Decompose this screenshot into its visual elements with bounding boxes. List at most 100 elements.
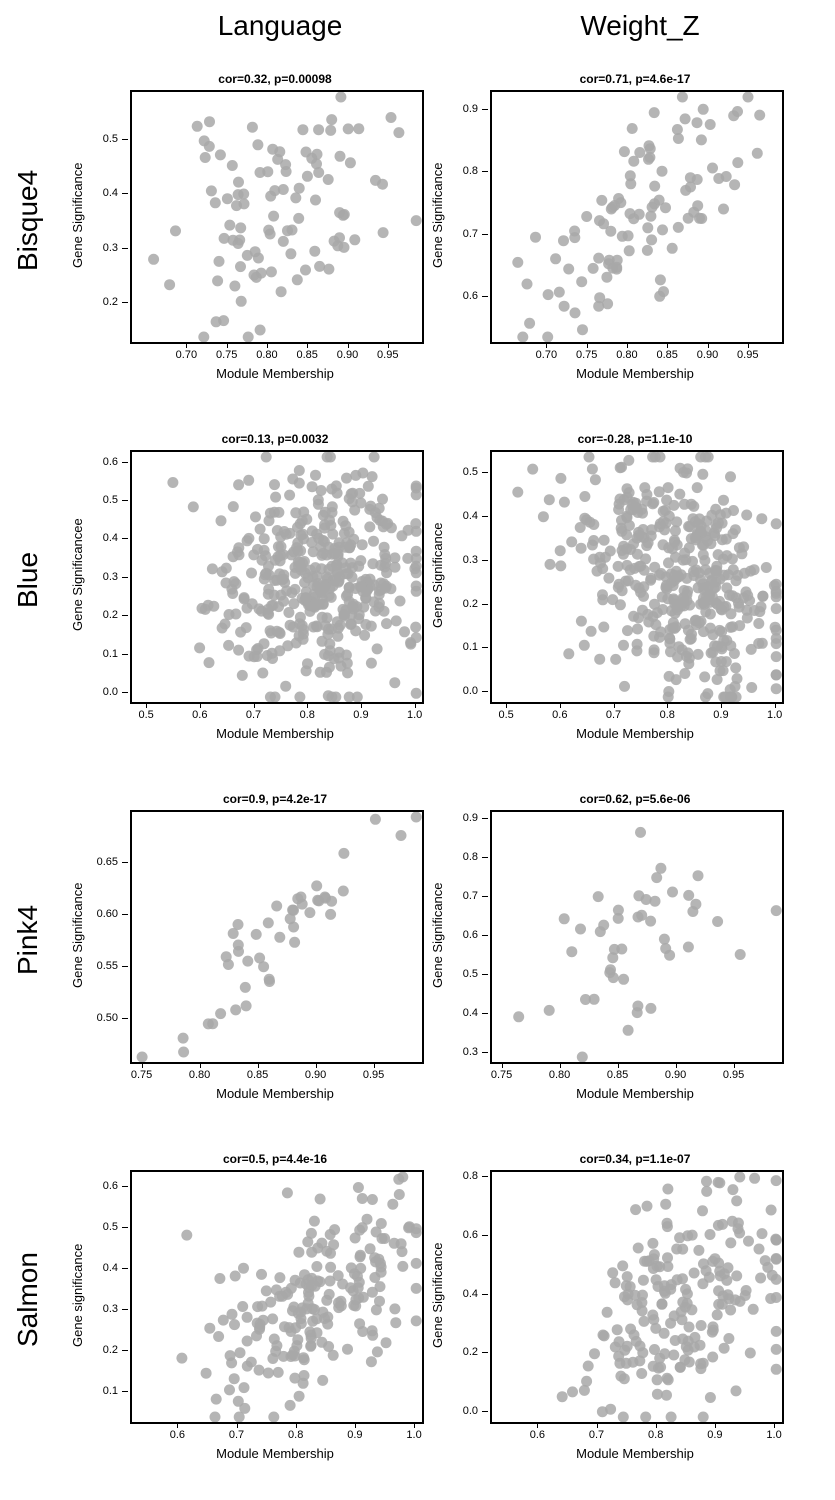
plot-area [490,1170,784,1424]
scatter-panel: cor=0.34, p=1.1e-070.60.70.80.91.00.00.2… [490,1170,780,1420]
row-header: Salmon [12,1220,44,1380]
x-tick-label: 0.95 [723,1069,744,1081]
x-tick-label: 1.0 [766,1429,781,1441]
scatter-panel: cor=-0.28, p=1.1e-100.50.60.70.80.91.00.… [490,450,780,700]
scatter-grid-figure: LanguageWeight_ZBisque4BluePink4Salmonco… [0,0,835,1500]
x-tick-label: 0.6 [192,709,207,721]
y-axis-label: Gene significance [70,1170,85,1420]
x-tick-label: 1.0 [406,1429,421,1441]
x-axis-label: Module Membership [130,366,420,381]
x-axis-label: Module Membership [490,366,780,381]
y-tick-label: 0.6 [448,929,478,941]
y-tick-label: 0.5 [88,494,118,506]
y-tick-label: 0.1 [448,641,478,653]
y-tick-label: 0.2 [448,1346,478,1358]
x-axis-label: Module Membership [130,1086,420,1101]
y-tick-label: 0.65 [88,856,118,868]
y-tick-label: 0.0 [448,685,478,697]
y-tick-label: 0.4 [448,1007,478,1019]
scatter-panel: cor=0.71, p=4.6e-170.700.750.800.850.900… [490,90,780,340]
x-tick-label: 0.8 [300,709,315,721]
y-tick-label: 0.5 [448,968,478,980]
y-tick-label: 0.7 [448,228,478,240]
y-tick-label: 0.7 [448,890,478,902]
plot-area [490,810,784,1064]
y-tick-label: 0.6 [448,1229,478,1241]
scatter-svg [132,452,422,702]
x-tick-label: 0.80 [189,1069,210,1081]
x-tick-label: 0.90 [337,349,358,361]
scatter-panel: cor=0.32, p=0.000980.700.750.800.850.900… [130,90,420,340]
y-tick-label: 0.2 [448,598,478,610]
x-axis-label: Module Membership [490,1086,780,1101]
x-tick-label: 0.9 [353,709,368,721]
y-tick-label: 0.4 [88,1262,118,1274]
row-header: Blue [12,500,44,660]
x-tick-label: 0.70 [536,349,557,361]
x-tick-label: 0.85 [657,349,678,361]
x-tick-label: 0.95 [363,1069,384,1081]
x-tick-label: 0.75 [216,349,237,361]
y-tick-label: 0.3 [448,554,478,566]
x-tick-label: 0.9 [707,1429,722,1441]
plot-area [490,90,784,344]
scatter-panel: cor=0.13, p=0.00320.50.60.70.80.91.00.00… [130,450,420,700]
y-axis-label: Gene Significance [430,810,445,1060]
plot-area [130,1170,424,1424]
y-tick-label: 0.3 [88,571,118,583]
row-header: Bisque4 [12,140,44,300]
x-tick-label: 0.5 [138,709,153,721]
x-tick-label: 0.6 [170,1429,185,1441]
scatter-svg [132,812,422,1062]
x-tick-label: 0.90 [697,349,718,361]
x-tick-label: 0.8 [648,1429,663,1441]
scatter-panel: cor=0.9, p=4.2e-170.750.800.850.900.950.… [130,810,420,1060]
panel-title: cor=0.71, p=4.6e-17 [490,72,780,86]
row-header: Pink4 [12,860,44,1020]
x-tick-label: 0.95 [737,349,758,361]
column-header: Language [200,10,360,42]
scatter-panel: cor=0.5, p=4.4e-160.60.70.80.91.00.10.20… [130,1170,420,1420]
y-tick-label: 0.1 [88,648,118,660]
plot-area [130,90,424,344]
y-tick-label: 0.2 [88,609,118,621]
x-tick-label: 0.7 [589,1429,604,1441]
x-tick-label: 0.9 [713,709,728,721]
y-tick-label: 0.0 [88,686,118,698]
scatter-svg [132,92,422,342]
y-tick-label: 0.0 [448,1405,478,1417]
x-tick-label: 0.90 [305,1069,326,1081]
x-axis-label: Module Membership [490,726,780,741]
y-tick-label: 0.3 [88,1303,118,1315]
x-tick-label: 0.75 [131,1069,152,1081]
y-tick-label: 0.4 [448,510,478,522]
y-axis-label: Gene Significancee [70,450,85,700]
x-tick-label: 0.70 [176,349,197,361]
x-tick-label: 1.0 [407,709,422,721]
y-tick-label: 0.5 [88,1221,118,1233]
x-axis-label: Module Membership [130,1446,420,1461]
x-axis-label: Module Membership [130,726,420,741]
scatter-svg [132,1172,422,1422]
y-tick-label: 0.4 [448,1288,478,1300]
panel-title: cor=-0.28, p=1.1e-10 [490,432,780,446]
x-tick-label: 0.7 [606,709,621,721]
x-tick-label: 0.9 [347,1429,362,1441]
y-axis-label: Gene Significance [430,90,445,340]
y-tick-label: 0.3 [448,1046,478,1058]
x-axis-label: Module Membership [490,1446,780,1461]
x-tick-label: 0.85 [297,349,318,361]
x-tick-label: 0.90 [665,1069,686,1081]
y-tick-label: 0.6 [448,290,478,302]
y-tick-label: 0.8 [448,165,478,177]
y-axis-label: Gene Significance [70,90,85,340]
y-tick-label: 0.55 [88,960,118,972]
y-tick-label: 0.3 [88,242,118,254]
y-tick-label: 0.2 [88,1344,118,1356]
scatter-svg [492,92,782,342]
y-tick-label: 0.9 [448,812,478,824]
x-tick-label: 0.8 [660,709,675,721]
y-tick-label: 0.8 [448,851,478,863]
x-tick-label: 0.6 [530,1429,545,1441]
y-tick-label: 0.6 [88,456,118,468]
